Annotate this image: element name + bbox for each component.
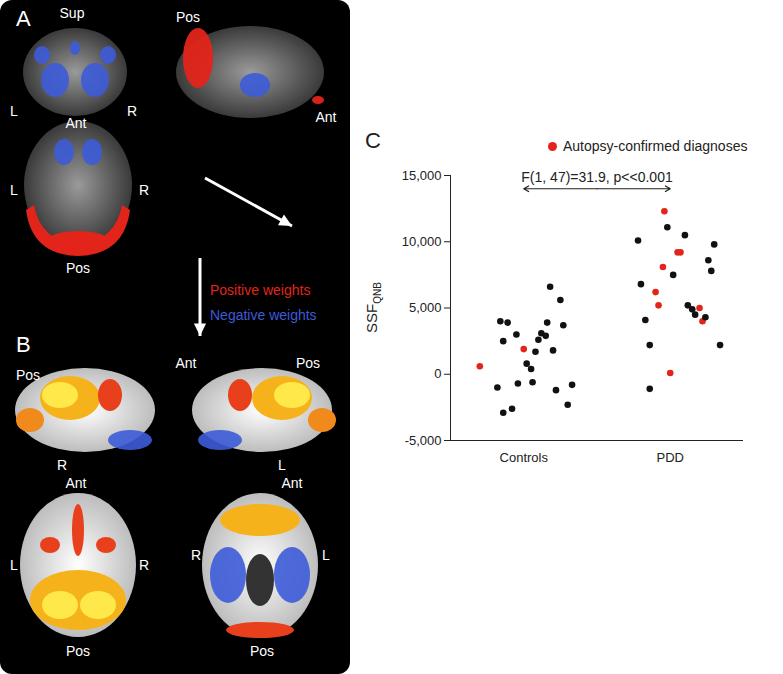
- svg-text:0: 0: [434, 366, 441, 381]
- svg-text:Pos: Pos: [176, 9, 200, 25]
- svg-text:R: R: [57, 457, 67, 473]
- svg-text:-5,000: -5,000: [405, 433, 442, 448]
- svg-text:L: L: [10, 182, 18, 198]
- svg-text:R: R: [139, 557, 149, 573]
- svg-text:L: L: [322, 547, 330, 563]
- svg-text:SSFQNB: SSFQNB: [363, 282, 383, 333]
- svg-text:Ant: Ant: [65, 475, 86, 491]
- svg-text:Positive weights: Positive weights: [210, 282, 310, 298]
- html-text:C: C: [365, 128, 381, 153]
- svg-text:Sup: Sup: [60, 5, 85, 21]
- svg-text:L: L: [10, 557, 18, 573]
- svg-text:Pos: Pos: [66, 643, 90, 659]
- svg-text:Ant: Ant: [281, 475, 302, 491]
- svg-text:5,000: 5,000: [409, 300, 442, 315]
- svg-text:Pos: Pos: [296, 355, 320, 371]
- svg-text:Ant: Ant: [175, 355, 196, 371]
- svg-text:Controls: Controls: [500, 450, 549, 465]
- svg-text:15,000: 15,000: [402, 168, 442, 183]
- svg-text:Ant: Ant: [65, 115, 86, 131]
- svg-text:B: B: [16, 332, 31, 357]
- svg-text:Pos: Pos: [16, 367, 40, 383]
- svg-text:R: R: [191, 547, 201, 563]
- svg-text:A: A: [16, 6, 31, 31]
- svg-text:L: L: [10, 103, 18, 119]
- svg-text:Pos: Pos: [66, 260, 90, 276]
- svg-text:Pos: Pos: [250, 643, 274, 659]
- svg-text:Negative weights: Negative weights: [210, 307, 317, 323]
- svg-text:F(1, 47)=31.9, p<<0.001: F(1, 47)=31.9, p<<0.001: [521, 169, 673, 185]
- svg-text:10,000: 10,000: [402, 234, 442, 249]
- svg-text:R: R: [139, 182, 149, 198]
- svg-text:R: R: [127, 103, 137, 119]
- svg-text:PDD: PDD: [657, 450, 684, 465]
- svg-text:Ant: Ant: [315, 109, 336, 125]
- svg-text:L: L: [278, 457, 286, 473]
- html-text:Autopsy-confirmed diagnoses: Autopsy-confirmed diagnoses: [563, 138, 748, 154]
